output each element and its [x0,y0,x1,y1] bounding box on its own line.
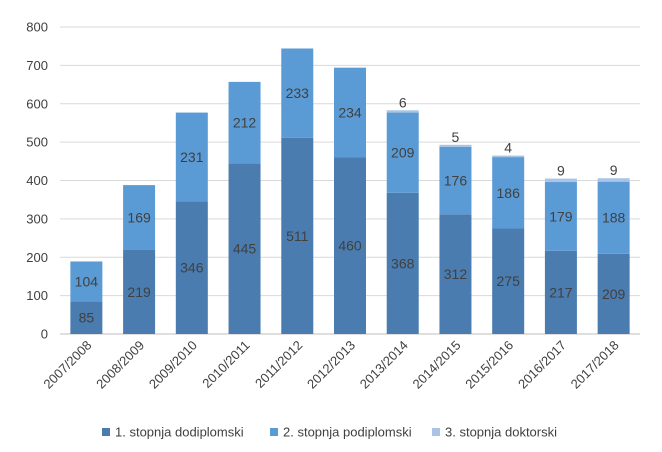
legend-label: 2. stopnja podiplomski [283,425,412,440]
y-tick-label: 800 [26,20,48,35]
data-label: 217 [549,284,573,300]
y-tick-label: 200 [26,250,48,265]
y-tick-label: 300 [26,211,48,226]
legend-label: 1. stopnja dodiplomski [115,425,244,440]
data-label: 231 [180,149,204,165]
data-label: 219 [127,284,151,300]
data-label: 460 [338,238,362,254]
x-tick-label: 2007/2008 [40,338,94,392]
data-label: 188 [602,210,626,226]
bar-segment-s1 [334,157,366,334]
y-tick-label: 500 [26,135,48,150]
x-tick-label: 2012/2013 [304,338,358,392]
bar-segment-s2 [597,181,630,254]
data-label: 9 [610,162,618,178]
legend-swatch [432,428,440,436]
legend: 1. stopnja dodiplomski 2. stopnja podiplo… [102,425,557,440]
bars [70,48,630,334]
legend-swatch [270,428,278,436]
bar-segment-s3 [544,178,577,183]
data-label: 169 [127,210,151,226]
x-tick-label: 2015/2016 [462,338,516,392]
data-label: 445 [233,241,257,257]
legend-item: 1. stopnja dodiplomski [102,425,244,440]
legend-label: 3. stopnja doktorski [445,425,557,440]
bar-segment-s1 [386,192,419,334]
data-label: 179 [549,208,573,224]
bar-segment-s2 [386,112,419,193]
bar-segment-s2 [281,48,314,138]
x-tick-label: 2008/2009 [93,338,147,392]
data-label: 6 [399,94,407,110]
x-tick-label: 2010/2011 [199,338,252,391]
y-tick-label: 400 [26,173,48,188]
data-label: 4 [504,140,512,156]
bar-segment-s1 [70,301,103,334]
data-label: 9 [557,163,565,179]
data-label: 233 [286,85,310,101]
legend-swatch [102,428,110,436]
legend-item: 3. stopnja doktorski [432,425,557,440]
y-axis-ticks: 0 100 200 300 400 500 600 700 800 [26,20,48,342]
bar-segment-s3 [439,144,472,147]
bar-segment-s3 [386,110,419,113]
y-tick-label: 100 [26,288,48,303]
bar-segment-s3 [492,155,525,158]
x-tick-label: 2017/2018 [568,338,622,392]
bar-segment-s1 [228,163,261,334]
bar-segment-s1 [439,214,472,334]
y-tick-label: 0 [41,327,48,342]
data-label: 511 [286,228,309,244]
data-label: 212 [233,115,257,131]
data-label: 368 [391,255,415,271]
data-label: 234 [338,105,362,121]
data-labels: 85 104 219 169 346 231 445 212 511 233 460 234 368 20… [75,85,626,325]
bar-segment-s1 [123,249,156,334]
x-tick-label: 2014/2015 [410,338,464,392]
data-label: 209 [602,286,626,302]
data-label: 104 [75,273,99,289]
data-label: 275 [497,273,521,289]
data-label: 346 [180,260,204,276]
y-tick-label: 700 [26,58,48,73]
bar-segment-s2 [70,261,103,302]
bar-segment-s1 [175,201,208,334]
bar-segment-s1 [544,250,577,334]
bar-segment-s3 [597,178,630,182]
bar-segment-s2 [492,157,525,229]
data-label: 85 [79,310,95,326]
x-tick-label: 2009/2010 [146,338,200,392]
bar-segment-s2 [175,112,208,202]
x-tick-label: 2013/2014 [357,338,411,392]
data-label: 5 [452,129,460,145]
data-label: 312 [444,266,468,282]
bar-segment-s2 [439,146,472,215]
x-tick-label: 2016/2017 [515,338,569,392]
bar-segment-s2 [334,67,366,158]
bar-segment-s1 [281,137,314,334]
x-tick-label: 2011/2012 [252,338,305,391]
data-label: 186 [497,185,521,201]
bar-segment-s1 [597,253,630,334]
data-label: 209 [391,145,415,161]
bar-segment-s1 [492,228,525,334]
y-tick-label: 600 [26,96,48,111]
data-label: 176 [444,173,468,189]
bar-segment-s2 [123,185,156,250]
bar-segment-s2 [228,81,261,164]
bar-segment-s2 [544,182,577,251]
legend-item: 2. stopnja podiplomski [270,425,412,440]
